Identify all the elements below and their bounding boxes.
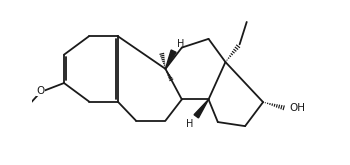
Text: OH: OH	[289, 103, 305, 113]
Polygon shape	[166, 50, 176, 69]
Text: O: O	[36, 86, 45, 96]
Polygon shape	[194, 99, 209, 118]
Text: H: H	[177, 39, 184, 49]
Text: H: H	[186, 119, 193, 129]
